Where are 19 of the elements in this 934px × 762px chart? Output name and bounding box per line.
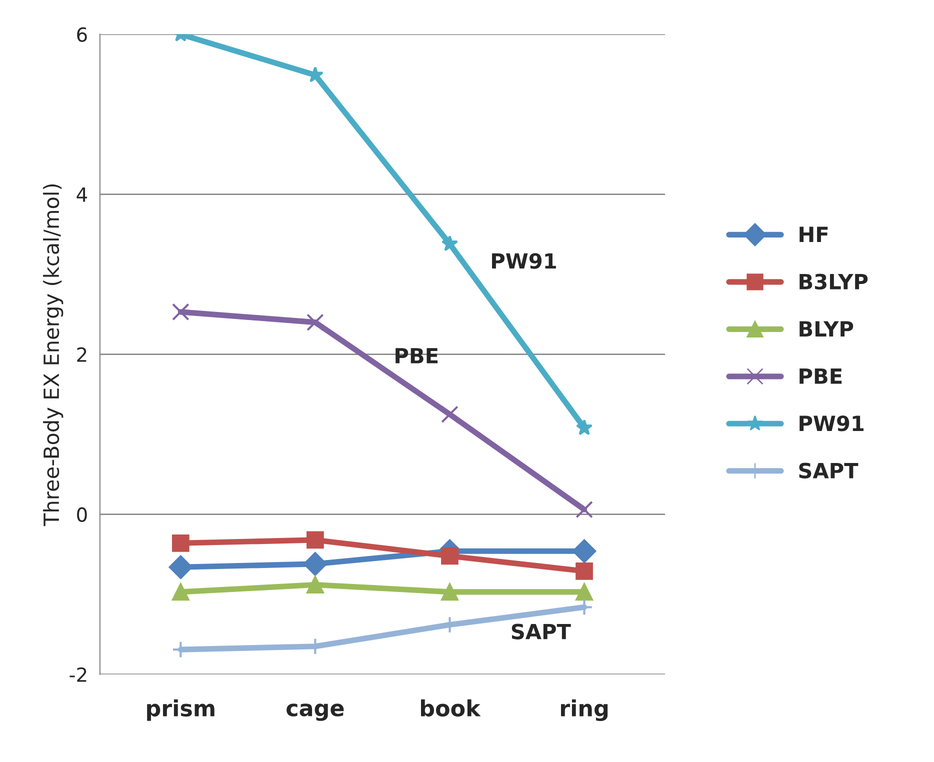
legend-label: B3LYP xyxy=(800,274,868,290)
x-tick-label: cage xyxy=(286,704,344,721)
legend-label: SAPT xyxy=(799,462,858,478)
x-tick-label: prism xyxy=(147,699,214,721)
annotation: PW91 xyxy=(492,253,556,269)
y-tick-label: 4 xyxy=(76,188,88,202)
legend-label: HF xyxy=(800,226,828,242)
x-tick-label: ring xyxy=(561,699,608,722)
annotation: SAPT xyxy=(512,624,571,640)
x-tick-label: book xyxy=(421,699,481,717)
annotation: PBE xyxy=(396,348,438,364)
y-axis-title: Three-Body EX Energy (kcal/mol) xyxy=(43,184,64,526)
legend-label: PW91 xyxy=(800,416,864,432)
legend-label: PBE xyxy=(800,368,842,384)
legend-label: BLYP xyxy=(800,321,854,336)
y-tick-label: 6 xyxy=(77,27,87,42)
y-tick-label: 0 xyxy=(77,507,87,522)
y-tick-label: -2 xyxy=(70,667,86,682)
y-tick-label: 2 xyxy=(77,347,86,362)
